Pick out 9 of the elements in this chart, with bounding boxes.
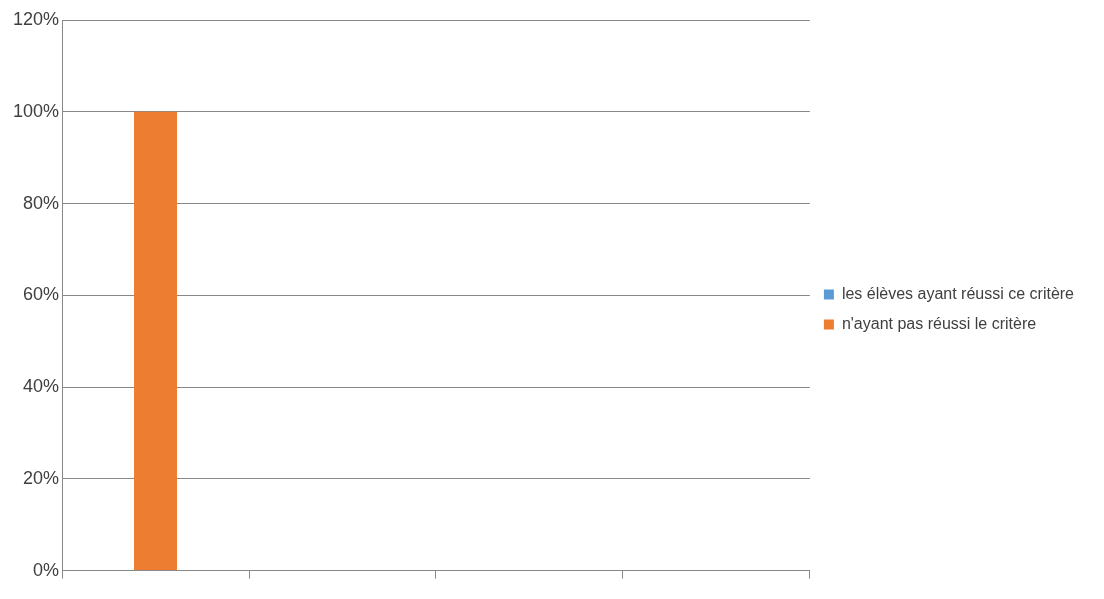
y-tick-label: 60%	[23, 284, 60, 305]
y-tick-label: 100%	[12, 100, 60, 121]
y-tick-label: 120%	[12, 8, 60, 29]
legend-label: n'ayant pas réussi le critère	[841, 314, 1037, 332]
y-tick-label: 0%	[33, 559, 60, 580]
y-tick-label: 40%	[23, 376, 60, 397]
y-tick-label: 80%	[23, 192, 60, 213]
y-tick-label: 20%	[23, 467, 60, 488]
legend-label: les élèves ayant réussi ce critère	[841, 284, 1075, 302]
